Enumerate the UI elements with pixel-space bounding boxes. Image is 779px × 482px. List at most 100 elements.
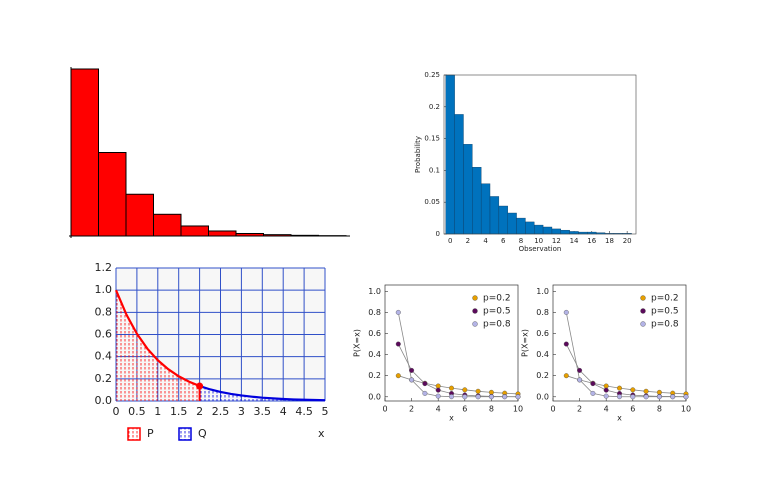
- point: [617, 385, 623, 391]
- y-tick-label: 0.0: [95, 394, 113, 407]
- x-tick-label: 18: [605, 237, 614, 245]
- legend-label: p=0.5: [651, 307, 679, 317]
- legend-label: p=0.2: [651, 294, 679, 304]
- y-tick-label: 0.8: [95, 305, 113, 318]
- point: [683, 394, 689, 400]
- line: [114, 289, 201, 388]
- point: [630, 394, 636, 400]
- bar: [542, 226, 553, 235]
- point: [617, 394, 623, 400]
- point: [435, 387, 441, 393]
- point: [502, 394, 508, 400]
- legend-swatch: [178, 427, 192, 441]
- point: [395, 341, 401, 347]
- bar: [125, 193, 154, 237]
- bar: [516, 217, 526, 235]
- point: [577, 377, 583, 383]
- point: [577, 367, 583, 373]
- point: [422, 381, 428, 387]
- point: [422, 390, 428, 396]
- x-axis-label: x: [318, 427, 325, 440]
- bar: [463, 144, 473, 235]
- bar: [525, 221, 535, 235]
- x-tick-label: 6: [501, 237, 506, 245]
- y-tick-label: 0.0: [536, 392, 549, 401]
- y-tick-label: 0.4: [536, 350, 549, 359]
- x-tick-label: 3.5: [254, 405, 272, 418]
- point: [563, 309, 569, 315]
- marker-point: [196, 382, 204, 390]
- x-tick-label: 6: [462, 405, 467, 414]
- point: [515, 394, 521, 400]
- bar: [498, 205, 508, 235]
- x-tick-label: 1: [154, 405, 161, 418]
- x-tick-label: 0: [382, 405, 387, 414]
- point: [590, 390, 596, 396]
- bar: [98, 152, 127, 237]
- point: [409, 377, 415, 383]
- legend-swatch: [127, 427, 141, 441]
- plot-frame: [552, 284, 687, 402]
- point: [563, 373, 569, 379]
- y-tick-label: 1.0: [368, 287, 381, 296]
- legend-marker: [640, 308, 646, 314]
- y-tick-label: 0.05: [424, 198, 440, 206]
- x-tick-label: 20: [623, 237, 632, 245]
- x-tick-label: 5: [322, 405, 329, 418]
- bar: [489, 196, 500, 235]
- y-tick-label: 0.2: [536, 371, 549, 380]
- bar: [551, 228, 561, 235]
- x-tick-label: 0: [550, 405, 555, 414]
- legend-marker: [640, 295, 646, 301]
- legend-marker: [472, 321, 478, 327]
- legend-label: p=0.5: [483, 307, 511, 317]
- point: [630, 387, 636, 393]
- point: [603, 393, 609, 399]
- point: [603, 383, 609, 389]
- x-tick-label: 8: [489, 405, 494, 414]
- y-tick-label: 1.2: [95, 261, 113, 274]
- x-tick-label: 10: [513, 405, 523, 414]
- bar: [560, 229, 570, 235]
- y-tick-label: 0.6: [368, 329, 381, 338]
- y-tick-label: 0: [436, 230, 440, 238]
- point: [643, 394, 649, 400]
- legend-label: p=0.8: [651, 320, 679, 330]
- point: [435, 383, 441, 389]
- y-tick-label: 0.6: [536, 329, 549, 338]
- line: [398, 375, 519, 395]
- x-tick-label: 2: [196, 405, 203, 418]
- point: [409, 367, 415, 373]
- bar: [534, 224, 544, 235]
- point: [488, 394, 494, 400]
- y-tick-label: 0.8: [368, 308, 381, 317]
- legend-label: p=0.8: [483, 320, 511, 330]
- y-tick-label: 0.2: [368, 371, 381, 380]
- x-tick-label: 4: [280, 405, 287, 418]
- point: [449, 385, 455, 391]
- y-tick-label: 0.2: [429, 103, 440, 111]
- point: [475, 394, 481, 400]
- legend-label: p=0.2: [483, 294, 511, 304]
- x-tick-label: 4.5: [295, 405, 313, 418]
- y-tick-label: 0.6: [95, 328, 113, 341]
- x-tick-label: 12: [552, 237, 561, 245]
- line: [199, 384, 326, 402]
- x-tick-label: 16: [587, 237, 596, 245]
- bar: [480, 183, 491, 235]
- x-tick-label: 0.5: [128, 405, 146, 418]
- point: [603, 387, 609, 393]
- x-axis-label: x: [617, 414, 622, 423]
- y-tick-label: 0.15: [424, 135, 440, 143]
- x-tick-label: 0: [113, 405, 120, 418]
- point: [656, 394, 662, 400]
- legend-label: Q: [198, 427, 207, 440]
- x-tick-label: 2: [409, 405, 414, 414]
- legend-marker: [472, 295, 478, 301]
- area: [116, 290, 200, 401]
- legend-label: P: [147, 427, 154, 440]
- bar: [569, 231, 579, 235]
- y-tick-label: 0.2: [95, 372, 113, 385]
- point: [563, 341, 569, 347]
